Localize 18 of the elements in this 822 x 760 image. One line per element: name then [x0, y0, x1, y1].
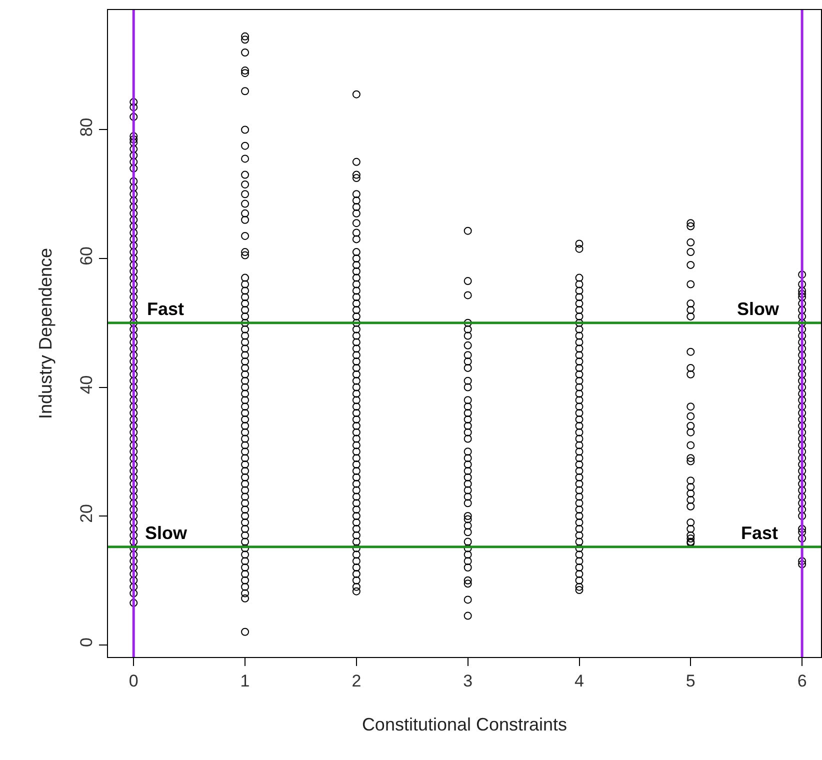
- annotation: Fast: [741, 523, 778, 543]
- y-tick-label: 60: [77, 246, 96, 266]
- x-tick-label: 0: [128, 671, 138, 690]
- annotation: Slow: [145, 523, 188, 543]
- x-axis-title: Constitutional Constraints: [362, 714, 568, 734]
- y-axis-title: Industry Dependence: [35, 248, 56, 420]
- annotation: Slow: [737, 299, 780, 319]
- x-tick-label: 1: [240, 671, 250, 690]
- x-tick-label: 3: [463, 671, 473, 690]
- y-tick-label: 40: [77, 375, 96, 394]
- x-tick-label: 5: [686, 671, 696, 690]
- x-tick-label: 6: [797, 671, 807, 690]
- y-tick-label: 80: [77, 118, 96, 137]
- y-tick-label: 20: [77, 504, 96, 523]
- x-tick-label: 4: [574, 671, 584, 690]
- y-tick-label: 0: [77, 637, 96, 647]
- annotation: Fast: [147, 299, 184, 319]
- x-tick-label: 2: [352, 671, 362, 690]
